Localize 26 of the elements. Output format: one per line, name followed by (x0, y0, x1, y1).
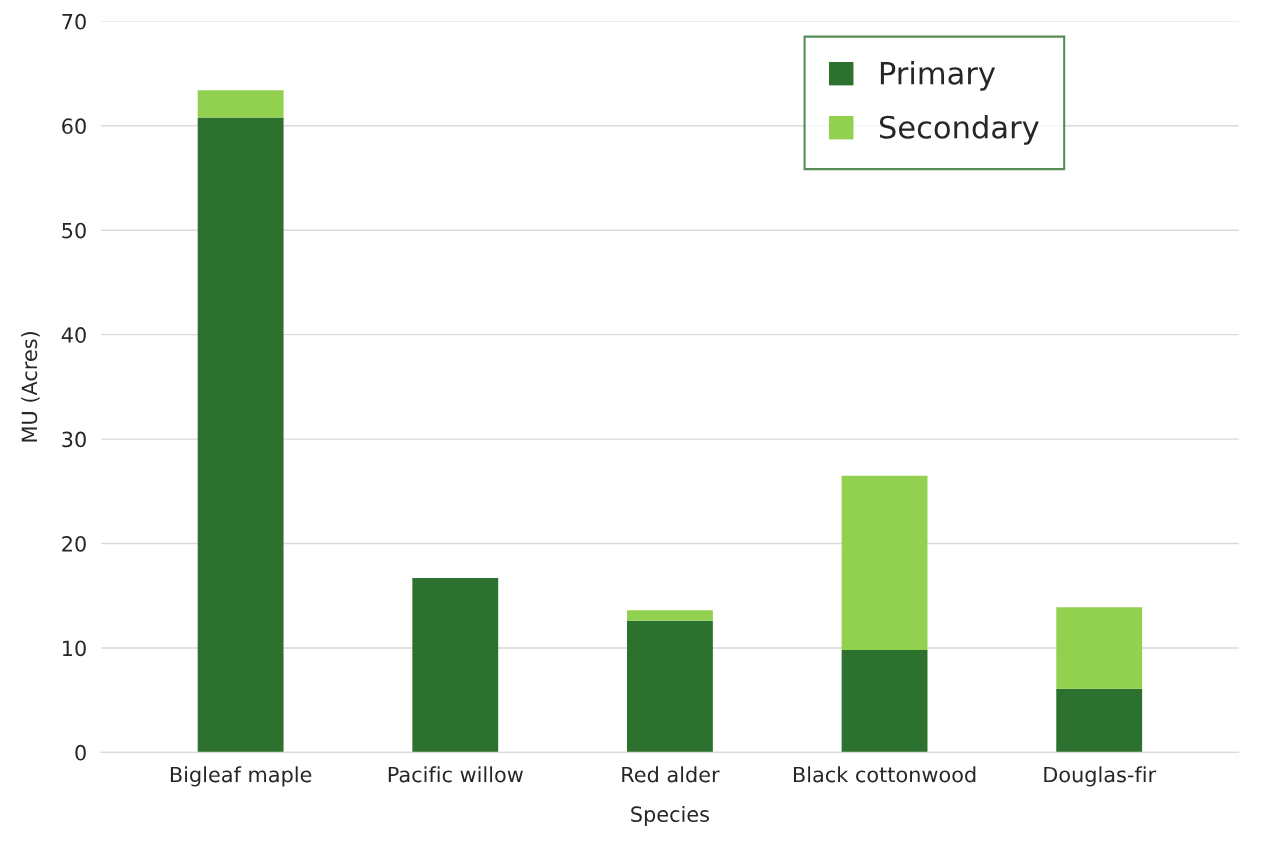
bar (197, 117, 284, 753)
bar (841, 475, 928, 651)
y-tick-label: 70 (62, 13, 86, 30)
x-tick-label: Pacific willow (388, 766, 523, 783)
y-tick-label: 10 (63, 640, 86, 657)
x-axis-title: Species (631, 805, 709, 827)
legend-label: Secondary (879, 115, 1039, 145)
legend-label: Primary (880, 61, 996, 91)
y-tick-label: 30 (62, 431, 86, 448)
bar (626, 620, 713, 753)
bar (1056, 688, 1143, 753)
y-tick-label: 60 (62, 118, 86, 135)
bar (626, 610, 713, 621)
y-tick-label: 40 (61, 327, 86, 343)
y-tick-label: 0 (75, 744, 86, 761)
y-tick-label: 20 (62, 535, 86, 552)
bar (841, 650, 928, 753)
x-tick-label: Bigleaf maple (170, 766, 312, 787)
x-tick-label: Black cottonwood (793, 766, 976, 783)
y-tick-label: 50 (62, 222, 86, 239)
bar (1056, 607, 1143, 689)
x-tick-label: Douglas-fir (1044, 766, 1157, 787)
y-axis-title: MU (Acres) (21, 332, 40, 442)
bar (197, 90, 284, 118)
bar (412, 578, 499, 753)
x-tick-label: Red alder (622, 766, 720, 783)
